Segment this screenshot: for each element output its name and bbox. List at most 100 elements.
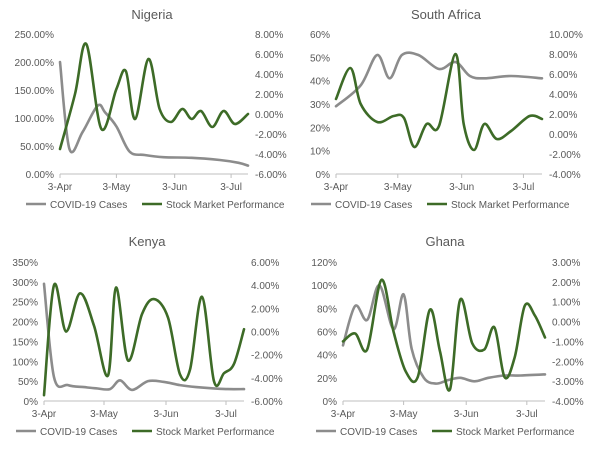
y-right-tick-label: 8.00% (549, 50, 577, 61)
covid-cases-line (334, 51, 544, 108)
y-left-tick-label: 60% (310, 30, 330, 41)
chart-panel-kenya: Kenya 3-Apr 3-May 3-Jun 3-Jul 0% 50% 100% 150% 20… (12, 234, 282, 438)
covid-cases-line (341, 283, 547, 385)
y-right-tick-label: -2.00% (255, 130, 287, 141)
chart-title: Kenya (129, 234, 167, 249)
legend-covid-label: COVID-19 Cases (340, 427, 417, 438)
x-tick-label: 3-Jun (162, 182, 187, 193)
y-right-tick-label: 1.00% (552, 298, 580, 309)
chart-title: Nigeria (131, 7, 173, 22)
y-left-tick-label: 100% (12, 357, 38, 368)
y-right-tick-label: -2.00% (251, 351, 283, 362)
x-tick-label: 3-Jun (449, 182, 474, 193)
y-right-tick-label: -6.00% (255, 170, 287, 181)
x-tick-label: 3-May (90, 409, 118, 420)
y-left-tick-label: 10% (310, 147, 330, 158)
chart-panel-nigeria: Nigeria 3-Apr 3-May 3-Jun 3-Jul 0.00% 50.00% 10… (15, 7, 287, 211)
stock-market-line (334, 52, 544, 152)
y-right-tick-label: 6.00% (255, 50, 283, 61)
y-left-tick-label: 200% (12, 318, 38, 329)
x-tick-label: 3-Jun (153, 409, 178, 420)
x-tick-label: 3-May (390, 409, 418, 420)
legend-market-label: Stock Market Performance (166, 200, 285, 211)
y-right-tick-label: -6.00% (251, 397, 283, 408)
y-left-tick-label: 100% (311, 281, 337, 292)
legend: COVID-19 Cases Stock Market Performance (311, 200, 570, 211)
y-left-tick-label: 0.00% (26, 170, 54, 181)
y-right-tick-label: -4.00% (251, 374, 283, 385)
y-left-tick-label: 150% (12, 337, 38, 348)
legend: COVID-19 Cases Stock Market Performance (16, 427, 275, 438)
y-right-tick-label: -1.00% (552, 337, 584, 348)
x-tick-label: 3-Jul (220, 182, 242, 193)
y-left-tick-label: 0% (24, 397, 39, 408)
legend-market-label: Stock Market Performance (156, 427, 275, 438)
y-right-tick-label: 6.00% (549, 70, 577, 81)
y-left-tick-label: 100.00% (15, 114, 55, 125)
legend: COVID-19 Cases Stock Market Performance (316, 427, 575, 438)
y-right-tick-label: -2.00% (549, 150, 581, 161)
x-tick-label: 3-Apr (324, 182, 349, 193)
y-right-tick-label: 0.00% (251, 328, 279, 339)
x-tick-label: 3-May (384, 182, 412, 193)
y-right-tick-label: 6.00% (251, 258, 279, 269)
y-left-tick-label: 250% (12, 298, 38, 309)
y-left-tick-label: 0% (323, 397, 338, 408)
y-right-tick-label: 2.00% (552, 278, 580, 289)
y-right-tick-label: 0.00% (552, 318, 580, 329)
stock-market-line (58, 42, 250, 151)
x-tick-label: 3-May (103, 182, 131, 193)
legend-covid-label: COVID-19 Cases (40, 427, 117, 438)
chart-panel-south-africa: South Africa 3-Apr 3-May 3-Jun 3-Jul 0% 10% 20%… (310, 7, 583, 211)
y-right-tick-label: -4.00% (255, 150, 287, 161)
y-right-tick-label: 4.00% (255, 70, 283, 81)
y-right-tick-label: -2.00% (552, 357, 584, 368)
covid-cases-line (42, 282, 246, 392)
y-right-tick-label: 3.00% (552, 258, 580, 269)
legend-market-label: Stock Market Performance (451, 200, 570, 211)
y-right-tick-label: 4.00% (549, 90, 577, 101)
y-right-tick-label: 4.00% (251, 281, 279, 292)
y-right-tick-label: 8.00% (255, 30, 283, 41)
y-right-tick-label: -4.00% (552, 397, 584, 408)
legend: COVID-19 Cases Stock Market Performance (26, 200, 285, 211)
legend-market-label: Stock Market Performance (456, 427, 575, 438)
y-right-tick-label: 2.00% (255, 90, 283, 101)
legend-covid-label: COVID-19 Cases (335, 200, 412, 211)
chart-panel-ghana: Ghana 3-Apr 3-May 3-Jun 3-Jul 0% 20% 40% 60% 80% 1… (311, 234, 583, 438)
y-left-tick-label: 120% (311, 258, 337, 269)
y-left-tick-label: 20% (317, 374, 337, 385)
y-left-tick-label: 40% (310, 77, 330, 88)
y-left-tick-label: 80% (317, 304, 337, 315)
y-left-tick-label: 200.00% (15, 58, 55, 69)
stock-market-line (341, 278, 547, 392)
chart-title: Ghana (425, 234, 465, 249)
x-tick-label: 3-Apr (48, 182, 73, 193)
y-left-tick-label: 250.00% (15, 30, 55, 41)
y-right-tick-label: 0.00% (255, 110, 283, 121)
x-tick-label: 3-Apr (331, 409, 356, 420)
y-left-tick-label: 0% (316, 170, 331, 181)
y-right-tick-label: 2.00% (549, 110, 577, 121)
legend-covid-label: COVID-19 Cases (50, 200, 127, 211)
x-tick-label: 3-Jul (513, 182, 535, 193)
y-right-tick-label: -4.00% (549, 170, 581, 181)
y-right-tick-label: 10.00% (549, 30, 583, 41)
y-left-tick-label: 40% (317, 351, 337, 362)
y-left-tick-label: 50.00% (20, 142, 54, 153)
y-left-tick-label: 60% (317, 328, 337, 339)
y-right-tick-label: 0.00% (549, 130, 577, 141)
x-tick-label: 3-Jul (215, 409, 237, 420)
y-left-tick-label: 30% (310, 100, 330, 111)
y-left-tick-label: 50% (18, 377, 38, 388)
chart-title: South Africa (411, 7, 482, 22)
y-left-tick-label: 150.00% (15, 86, 55, 97)
stock-market-line (42, 282, 246, 397)
y-right-tick-label: -3.00% (552, 377, 584, 388)
x-tick-label: 3-Jul (516, 409, 538, 420)
y-left-tick-label: 350% (12, 258, 38, 269)
y-right-tick-label: 2.00% (251, 304, 279, 315)
covid-cases-line (58, 60, 250, 167)
